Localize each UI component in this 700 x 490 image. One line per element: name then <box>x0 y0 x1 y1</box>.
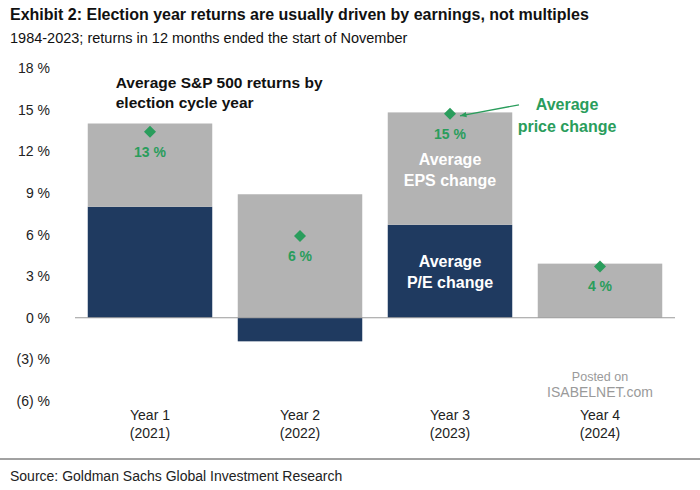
text-line: Year 4 <box>580 407 620 423</box>
legend: AverageP/E changeAverageEPS changeAverag… <box>404 96 617 291</box>
bar <box>388 225 513 318</box>
text-line: Year 2 <box>280 407 320 423</box>
x-tick-label: Year 4 (2024) <box>580 407 620 441</box>
source: Source: Goldman Sachs Global Investment … <box>10 468 342 484</box>
y-tick <box>72 317 75 318</box>
text-line: Year 1 <box>130 407 170 423</box>
y-tick-label: 18 % <box>18 60 50 76</box>
y-tick-label: 15 % <box>18 102 50 118</box>
text-line: (2021) <box>130 425 170 441</box>
bar <box>88 207 213 318</box>
x-tick-label: Year 3 (2023) <box>430 407 470 441</box>
x-tick-label: Year 1 (2021) <box>130 407 170 441</box>
text-line: (2022) <box>280 425 320 441</box>
x-tick-label: Year 2 (2022) <box>280 407 320 441</box>
data-label: 4 % <box>588 278 613 294</box>
data-label: 15 % <box>434 126 466 142</box>
series-label: Average P/E change <box>407 253 493 291</box>
text-line: election cycle year <box>116 94 254 111</box>
price-marker <box>444 108 456 120</box>
price-marker <box>144 126 156 138</box>
y-tick-label: 0 % <box>26 310 50 326</box>
separator <box>0 459 700 460</box>
arrow-head <box>460 112 467 117</box>
y-tick <box>72 359 75 360</box>
subtitle: 1984-2023; returns in 12 months ended th… <box>10 30 408 46</box>
bar <box>88 124 213 207</box>
y-tick <box>72 401 75 402</box>
text-line: Average <box>419 253 482 270</box>
data-label: 6 % <box>288 248 313 264</box>
price-marker <box>594 260 606 272</box>
text-line: (2023) <box>430 425 470 441</box>
y-tick-label: 9 % <box>26 185 50 201</box>
chart-container: Exhibit 2: Election year returns are usu… <box>0 0 700 490</box>
y-tick <box>72 151 75 152</box>
chart-svg: Exhibit 2: Election year returns are usu… <box>0 0 700 490</box>
y-tick <box>72 192 75 193</box>
plot-area <box>88 108 663 342</box>
text-line: P/E change <box>407 274 493 291</box>
y-tick <box>72 68 75 69</box>
price-marker <box>294 230 306 242</box>
text-line: Average <box>419 151 482 168</box>
y-tick <box>72 234 75 235</box>
text-line: Average S&P 500 returns by <box>116 74 323 91</box>
watermark: Posted on <box>572 370 628 384</box>
bar <box>238 318 363 342</box>
series-label: Average EPS change <box>404 151 497 189</box>
y-tick <box>72 109 75 110</box>
y-tick <box>72 276 75 277</box>
title: Exhibit 2: Election year returns are usu… <box>10 6 589 23</box>
text-line: (2024) <box>580 425 620 441</box>
data-label: 13 % <box>134 144 166 160</box>
y-tick-label: (6) % <box>17 393 50 409</box>
text-line: Average <box>536 96 599 113</box>
y-tick-label: 6 % <box>26 227 50 243</box>
y-tick-label: (3) % <box>17 351 50 367</box>
arrow <box>460 105 519 116</box>
text-line: price change <box>518 118 617 135</box>
baseline <box>75 317 675 318</box>
watermark: ISABELNET.com <box>547 384 653 400</box>
bar <box>388 112 513 224</box>
text-line: EPS change <box>404 172 497 189</box>
y-tick-label: 12 % <box>18 143 50 159</box>
bar <box>238 194 363 317</box>
chart-annotation: Average S&P 500 returns by election cycle… <box>116 74 323 111</box>
data-labels: 13 % 6 % 15 % 4 % <box>134 126 613 295</box>
text-line: Year 3 <box>430 407 470 423</box>
y-tick-label: 3 % <box>26 268 50 284</box>
series-label: Average price change <box>518 96 617 135</box>
